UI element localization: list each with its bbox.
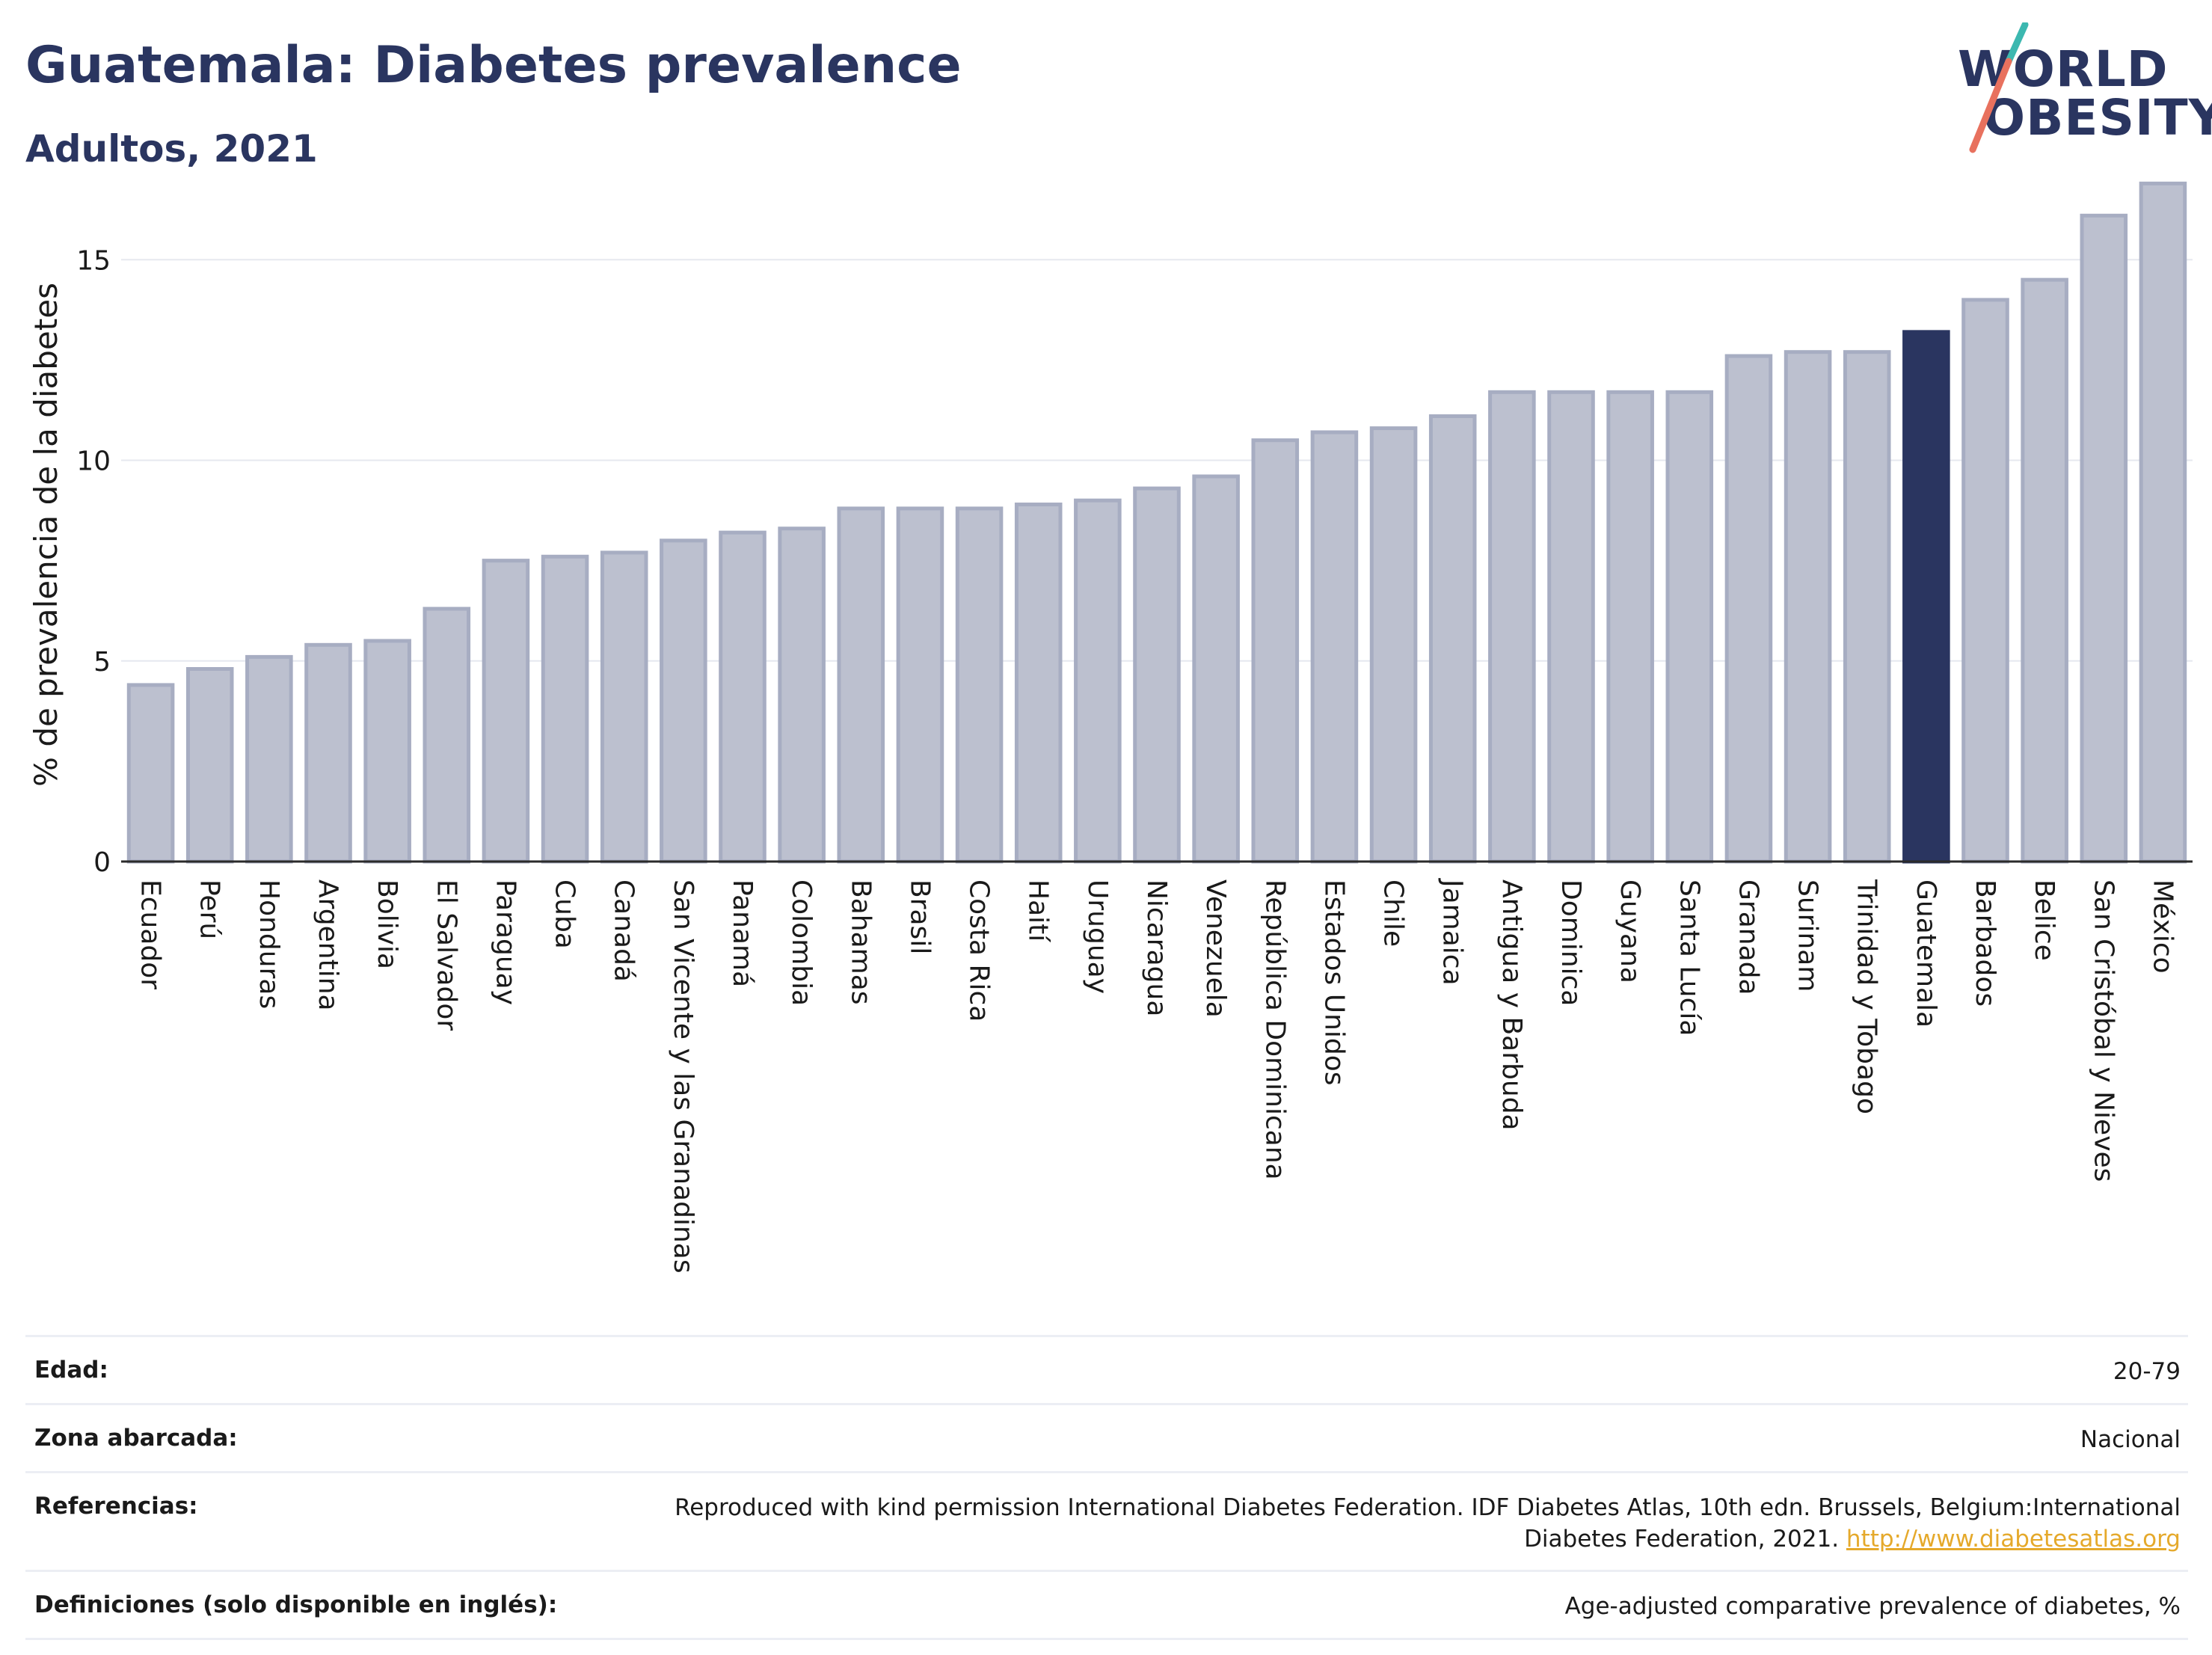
x-tick-label: Costa Rica	[964, 879, 995, 1022]
meta-value-definitions: Age-adjusted comparative prevalence of d…	[1564, 1593, 2181, 1621]
x-tick-label: Brasil	[904, 879, 935, 954]
x-tick-label: Trinidad y Tobago	[1852, 879, 1882, 1114]
bar[interactable]	[1665, 390, 1714, 864]
bar[interactable]	[1251, 438, 1300, 864]
bar[interactable]	[1428, 414, 1477, 864]
references-text: Reproduced with kind permission Internat…	[675, 1493, 2181, 1553]
bar[interactable]	[423, 607, 471, 864]
bar[interactable]	[2139, 181, 2187, 864]
bar[interactable]	[778, 526, 826, 864]
bar[interactable]	[896, 506, 944, 864]
x-tick-label: Bahamas	[845, 879, 876, 1005]
bars	[126, 181, 2187, 864]
x-tick-label: San Vicente y las Granadinas	[668, 879, 698, 1274]
x-tick-label: Granada	[1733, 879, 1763, 995]
meta-value-age: 20-79	[2113, 1358, 2181, 1385]
bar[interactable]	[1547, 390, 1595, 864]
bar[interactable]	[185, 666, 234, 864]
x-tick-label: Colombia	[786, 879, 817, 1006]
x-tick-label: República Dominicana	[1259, 879, 1290, 1180]
meta-row-area: Zona abarcada: Nacional	[25, 1402, 2188, 1471]
x-tick-label: Jamaica	[1437, 878, 1468, 986]
x-tick-label: Surinam	[1792, 879, 1823, 992]
bar[interactable]	[482, 559, 530, 864]
bar[interactable]	[719, 530, 766, 864]
bar[interactable]	[1133, 486, 1181, 864]
x-tick-label: México	[2147, 879, 2178, 974]
bar[interactable]	[541, 554, 589, 864]
diabetes-atlas-link[interactable]: http://www.diabetesatlas.org	[1846, 1525, 2181, 1553]
x-tick-label: Dominica	[1555, 879, 1586, 1007]
meta-label-references: Referencias:	[34, 1492, 198, 1520]
bar-chart: 0 5 10 15 Ecuador Perú Honduras Argentina Bolivi…	[28, 181, 2193, 1274]
y-tick-label: 15	[76, 245, 111, 276]
x-tick-label: Guatemala	[1911, 879, 1941, 1028]
meta-row-definitions: Definiciones (solo disponible en inglés)…	[25, 1570, 2188, 1641]
meta-row-age: Edad: 20-79	[25, 1335, 2188, 1403]
meta-label-age: Edad:	[34, 1357, 108, 1384]
bar[interactable]	[1961, 298, 2009, 864]
bar[interactable]	[1310, 430, 1359, 864]
x-tick-label: Belice	[2029, 879, 2059, 961]
world-obesity-logo[interactable]: WORLD OBESITY	[1944, 22, 2212, 157]
bar[interactable]	[363, 639, 411, 864]
x-tick-label: Nicaragua	[1141, 879, 1172, 1016]
y-axis-label: % de prevalencia de la diabetes	[28, 283, 64, 787]
x-tick-label: Honduras	[254, 879, 284, 1009]
bar[interactable]	[660, 538, 707, 864]
bar[interactable]	[304, 642, 352, 864]
bar[interactable]	[837, 506, 885, 864]
bar[interactable]	[1074, 498, 1122, 864]
y-tick-label: 10	[76, 446, 111, 477]
meta-row-references: Referencias: Reproduced with kind permis…	[25, 1470, 2188, 1570]
bar-highlighted[interactable]	[1902, 330, 1950, 864]
x-tick-label: Paraguay	[490, 879, 520, 1005]
chart-subtitle: Adultos, 2021	[25, 127, 318, 171]
bar[interactable]	[1784, 350, 1832, 864]
bar[interactable]	[1014, 503, 1063, 864]
bar[interactable]	[2080, 213, 2128, 864]
meta-label-area: Zona abarcada:	[34, 1424, 238, 1452]
meta-value-area: Nacional	[2080, 1425, 2181, 1453]
x-tick-label: Estados Unidos	[1318, 879, 1349, 1086]
bar[interactable]	[1843, 350, 1891, 864]
bar[interactable]	[2021, 277, 2068, 864]
axes: 0 5 10 15 Ecuador Perú Honduras Argentina Bolivi…	[76, 245, 2193, 1274]
logo-text-obesity: OBESITY	[1983, 89, 2212, 147]
x-tick-label: El Salvador	[431, 879, 461, 1031]
bar[interactable]	[600, 550, 648, 864]
x-tick-label: Antigua y Barbuda	[1496, 879, 1527, 1131]
metadata-table: Edad: 20-79 Zona abarcada: Nacional Refe…	[25, 1335, 2188, 1641]
meta-value-references: Reproduced with kind permission Internat…	[648, 1493, 2181, 1556]
chart-title: Guatemala: Diabetes prevalence	[25, 36, 962, 95]
bar[interactable]	[955, 506, 1004, 864]
logo-slash-icon	[1969, 22, 2029, 153]
bar[interactable]	[1369, 426, 1418, 864]
x-tick-label: Argentina	[313, 879, 343, 1011]
x-tick-label: Chile	[1378, 879, 1409, 947]
bar[interactable]	[126, 683, 175, 864]
bar[interactable]	[1192, 474, 1240, 864]
x-tick-label: Barbados	[1970, 879, 2000, 1007]
x-tick-label: Guyana	[1615, 879, 1645, 983]
x-tick-label: Ecuador	[135, 879, 166, 989]
x-tick-label: Uruguay	[1082, 879, 1113, 994]
x-tick-label: Bolivia	[372, 879, 402, 969]
bar[interactable]	[1724, 354, 1773, 864]
x-tick-label: Canadá	[609, 879, 639, 982]
y-tick-label: 5	[93, 647, 111, 678]
bar[interactable]	[1488, 390, 1536, 864]
logo-text-world: WORLD	[1958, 40, 2169, 98]
bar[interactable]	[1606, 390, 1654, 864]
x-tick-label: Panamá	[727, 879, 758, 987]
bar[interactable]	[245, 654, 293, 864]
x-tick-label: Haití	[1023, 879, 1054, 942]
x-tick-label: Santa Lucía	[1674, 879, 1704, 1036]
x-tick-label: San Cristóbal y Nieves	[2088, 879, 2119, 1182]
x-tick-label: Perú	[194, 879, 225, 939]
y-tick-label: 0	[93, 847, 111, 878]
x-tick-label: Cuba	[550, 879, 580, 949]
meta-label-definitions: Definiciones (solo disponible en inglés)…	[34, 1591, 558, 1619]
x-tick-label: Venezuela	[1200, 879, 1231, 1018]
